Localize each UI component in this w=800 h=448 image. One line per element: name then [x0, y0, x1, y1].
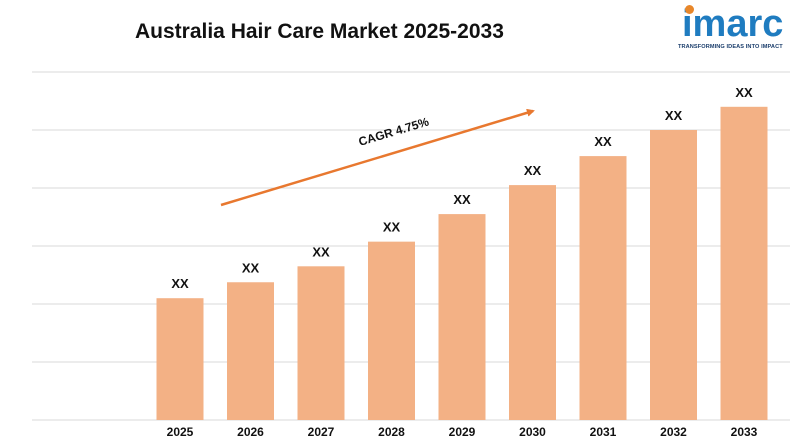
- x-tick-2031: 2031: [590, 425, 617, 439]
- x-tick-labels: 2025 2026 2027 2028 2029 2030 2031 2032 2033: [167, 425, 758, 439]
- data-label-2033: XX: [735, 85, 753, 100]
- data-label-2025: XX: [171, 276, 189, 291]
- data-label-2028: XX: [383, 220, 401, 235]
- x-tick-2030: 2030: [519, 425, 546, 439]
- x-tick-2029: 2029: [449, 425, 476, 439]
- x-tick-2033: 2033: [731, 425, 758, 439]
- cagr-arrow: CAGR 4.75%: [220, 108, 535, 207]
- bar-2027: [297, 266, 345, 420]
- data-label-2027: XX: [312, 244, 330, 259]
- bar-2029: [438, 214, 486, 420]
- logo-tagline: TRANSFORMING IDEAS INTO IMPACT: [678, 44, 783, 50]
- cagr-label: CAGR 4.75%: [357, 114, 431, 148]
- data-label-2030: XX: [524, 163, 542, 178]
- imarc-logo: imarc TRANSFORMING IDEAS INTO IMPACT: [672, 2, 794, 58]
- data-label-2026: XX: [242, 260, 260, 275]
- cagr-arrow-line: [220, 108, 535, 207]
- x-tick-2026: 2026: [237, 425, 264, 439]
- data-label-2032: XX: [665, 108, 683, 123]
- data-labels: XX XX XX XX XX XX XX XX XX: [171, 85, 753, 291]
- bar-2028: [368, 241, 415, 420]
- bar-2030: [509, 185, 556, 420]
- x-tick-2025: 2025: [167, 425, 194, 439]
- chart-title: Australia Hair Care Market 2025-2033: [135, 20, 504, 43]
- bar-2025: [156, 298, 204, 420]
- logo-wordmark: imarc: [682, 3, 784, 45]
- x-tick-2027: 2027: [308, 425, 335, 439]
- logo-dot-icon: [685, 5, 694, 14]
- bar-2032: [650, 130, 697, 420]
- bar-2031: [579, 156, 627, 420]
- x-tick-2028: 2028: [378, 425, 405, 439]
- bar-2033: [720, 106, 768, 421]
- x-tick-2032: 2032: [660, 425, 687, 439]
- bars: [156, 106, 768, 421]
- data-label-2031: XX: [594, 134, 612, 149]
- bar-2026: [227, 282, 274, 420]
- data-label-2029: XX: [453, 192, 471, 207]
